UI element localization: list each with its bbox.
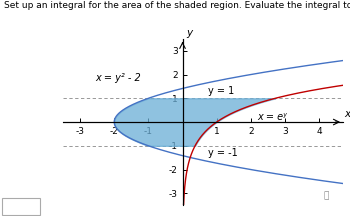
Text: y = 1: y = 1 [208,86,235,96]
Text: y: y [187,28,193,38]
Text: x = y² - 2: x = y² - 2 [96,73,141,83]
Text: ⓘ: ⓘ [323,191,329,200]
Text: x = eʸ: x = eʸ [258,112,287,122]
Text: x: x [345,109,350,119]
Text: y = -1: y = -1 [208,148,238,158]
Text: Set up an integral for the area of the shaded region. Evaluate the integral to f: Set up an integral for the area of the s… [4,1,350,10]
